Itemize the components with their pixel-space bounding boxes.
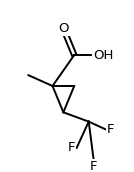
Text: F: F [68,141,75,154]
Text: OH: OH [94,49,114,62]
Text: F: F [90,160,97,172]
Text: F: F [107,123,114,136]
Text: O: O [58,22,69,35]
